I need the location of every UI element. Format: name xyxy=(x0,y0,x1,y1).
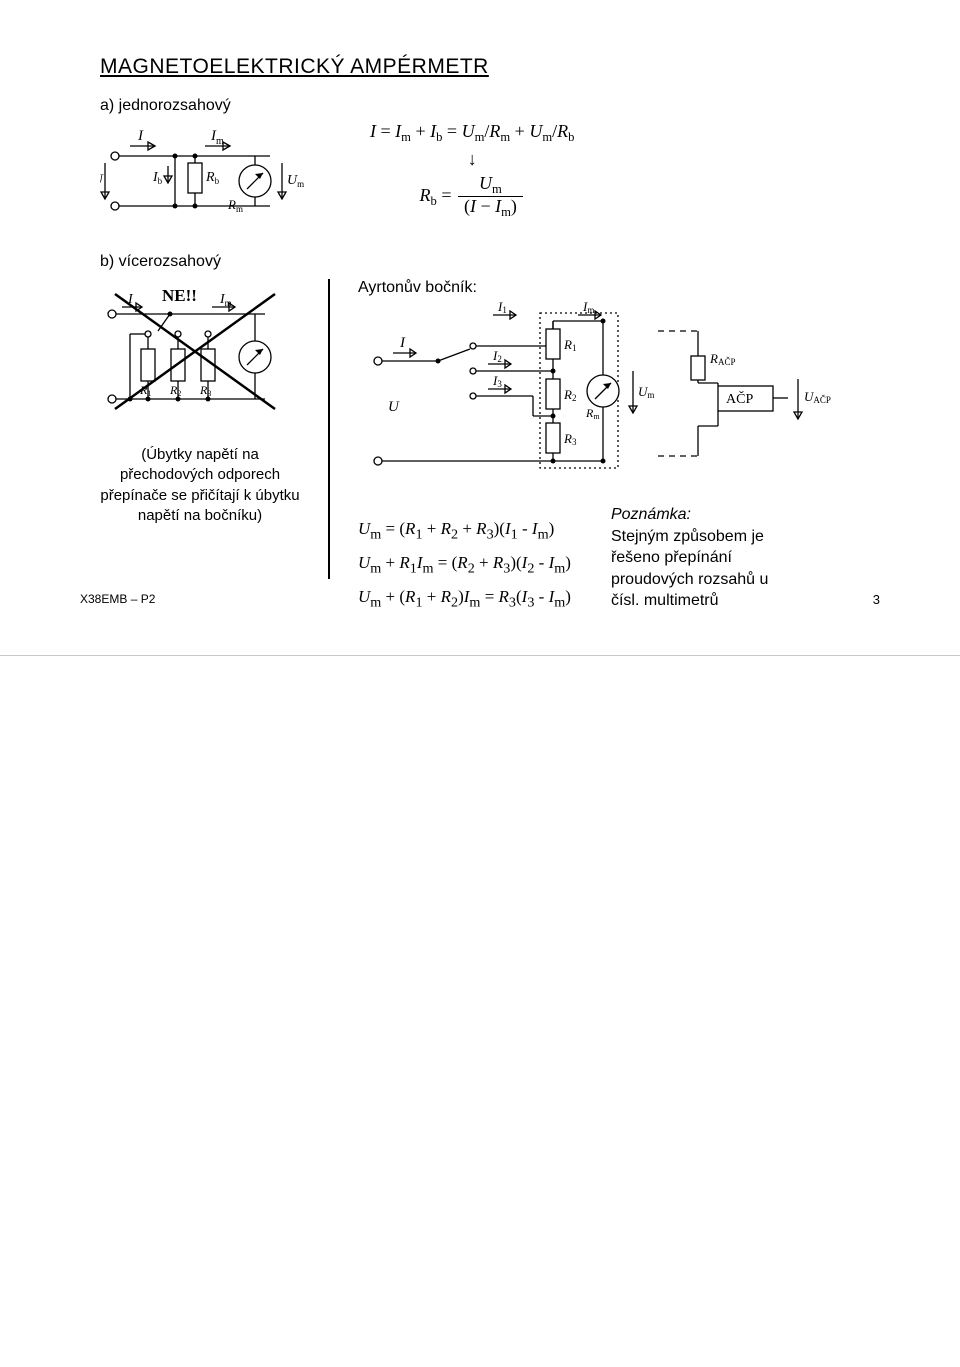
bad-circuit-svg: I Im NE!! xyxy=(100,279,290,424)
svg-text:I3: I3 xyxy=(492,373,502,389)
ayrton-circuit-svg: I U I1 I xyxy=(358,301,858,481)
eq-rb: Rb = Um (I − Im) xyxy=(370,174,574,220)
rb-pc: ) xyxy=(511,196,517,216)
svg-text:Ib: Ib xyxy=(152,170,163,186)
eq-a1: I = Im + Ib = Um/Rm + Um/Rb xyxy=(370,121,574,145)
svg-text:I2: I2 xyxy=(492,348,502,364)
svg-text:I: I xyxy=(137,128,144,144)
svg-text:R3: R3 xyxy=(563,431,577,447)
poz-body: Stejným způsobem je řešeno přepínání pro… xyxy=(611,526,786,612)
svg-text:UAČP: UAČP xyxy=(804,389,831,405)
eq-arrow: ↓ xyxy=(370,149,574,170)
col-bad: I Im NE!! xyxy=(100,279,300,526)
svg-text:I: I xyxy=(399,335,406,351)
formula-block-a: I = Im + Ib = Um/Rm + Um/Rb ↓ Rb = Um (I… xyxy=(370,121,574,220)
page: MAGNETOELEKTRICKÝ AMPÉRMETR a) jednorozs… xyxy=(0,0,960,1367)
svg-text:I1: I1 xyxy=(497,301,507,315)
footer-right: 3 xyxy=(873,592,880,607)
poz-title: Poznámka: xyxy=(611,504,786,526)
svg-text:Um: Um xyxy=(638,384,654,400)
footer-left: X38EMB – P2 xyxy=(80,592,155,606)
svg-text:Im: Im xyxy=(210,128,224,147)
svg-text:AČP: AČP xyxy=(726,390,753,407)
page-divider xyxy=(0,655,960,656)
svg-text:U: U xyxy=(388,399,400,415)
divider xyxy=(328,279,330,579)
section-b: I Im NE!! xyxy=(100,279,880,616)
col-ayrton: Ayrtonův bočník: I U xyxy=(358,279,880,616)
svg-text:Rm: Rm xyxy=(585,406,600,421)
label-section-a: a) jednorozsahový xyxy=(100,97,880,115)
rb-eq: = xyxy=(437,185,456,205)
svg-text:R2: R2 xyxy=(563,387,576,403)
eq-b2: Um + R1Im = (R2 + R3)(I2 - Im) xyxy=(358,548,571,582)
svg-text:NE!!: NE!! xyxy=(162,286,197,305)
note-bad: (Úbytky napětí na přechodových odporech … xyxy=(100,445,300,526)
rb-num-U: U xyxy=(479,173,492,193)
page-title: MAGNETOELEKTRICKÝ AMPÉRMETR xyxy=(100,55,880,79)
svg-text:R2: R2 xyxy=(169,383,181,398)
svg-text:Im: Im xyxy=(582,301,594,315)
svg-text:RAČP: RAČP xyxy=(709,351,735,367)
label-section-b: b) vícerozsahový xyxy=(100,253,880,271)
eq-b1: Um = (R1 + R2 + R3)(I1 - Im) xyxy=(358,514,571,548)
eq-and-note-row: Um = (R1 + R2 + R3)(I1 - Im) Um + R1Im =… xyxy=(358,504,880,616)
rb-R: R xyxy=(420,185,431,205)
svg-text:R3: R3 xyxy=(199,383,211,398)
eq-b3: Um + (R1 + R2)Im = R3(I3 - Im) xyxy=(358,582,571,616)
svg-text:Um: Um xyxy=(287,173,304,189)
svg-text:Im: Im xyxy=(219,292,232,308)
circuit-a-svg: I Im Ib Rb xyxy=(100,121,310,231)
ayrton-label: Ayrtonův bočník: xyxy=(358,279,880,297)
eq-block-b: Um = (R1 + R2 + R3)(I1 - Im) Um + R1Im =… xyxy=(358,514,571,616)
row-a: I Im Ib Rb xyxy=(100,121,880,231)
svg-text:U: U xyxy=(100,172,104,188)
rb-num-sub: m xyxy=(492,182,502,196)
rb-min: − xyxy=(476,196,495,216)
poznamka: Poznámka: Stejným způsobem je řešeno pře… xyxy=(611,504,786,616)
rb-ds: m xyxy=(501,205,511,219)
svg-text:R1: R1 xyxy=(563,337,576,353)
svg-text:Rb: Rb xyxy=(205,170,220,186)
content: MAGNETOELEKTRICKÝ AMPÉRMETR a) jednorozs… xyxy=(100,55,880,616)
